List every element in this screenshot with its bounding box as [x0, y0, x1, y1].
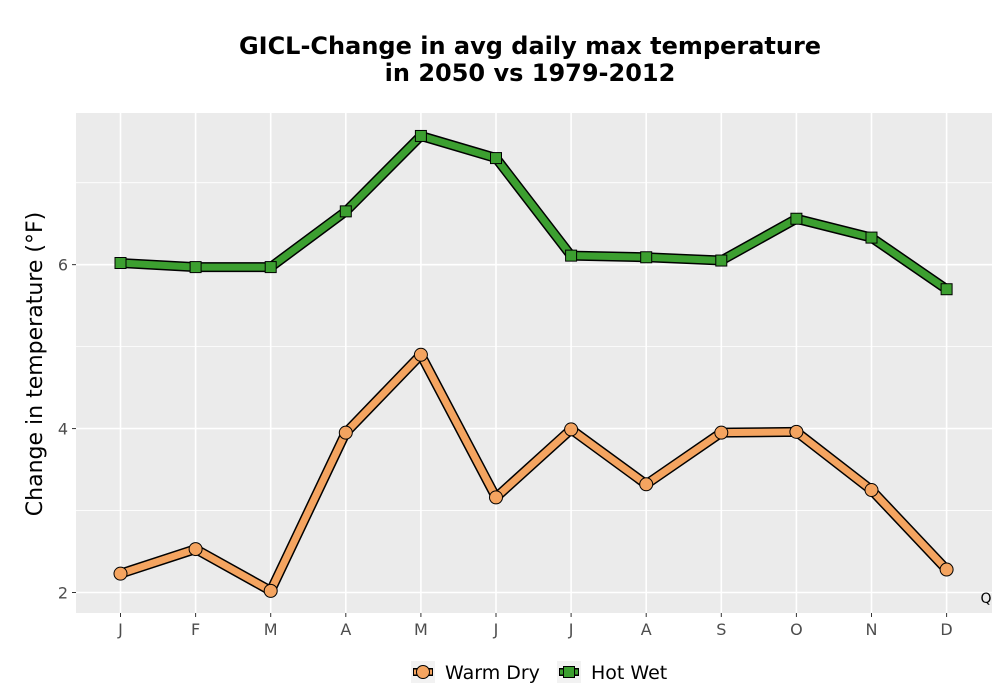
- data-point: [714, 425, 729, 440]
- y-axis-ticks: 2 4 6: [58, 256, 76, 603]
- data-point: [263, 583, 278, 598]
- data-point: [188, 542, 203, 557]
- data-point: [790, 212, 803, 225]
- data-point: [189, 261, 202, 274]
- x-tick-label: J: [493, 620, 499, 639]
- x-tick-label: S: [716, 620, 726, 639]
- data-point: [114, 257, 127, 269]
- data-point: [413, 347, 428, 362]
- legend-label: Warm Dry: [445, 662, 540, 684]
- data-point: [339, 205, 352, 218]
- x-tick-label: D: [940, 620, 952, 639]
- x-tick-label: A: [641, 620, 652, 639]
- series-line: [117, 132, 951, 293]
- y-axis-label: Change in temperature (°F): [23, 212, 48, 516]
- series-warm-dry: [113, 347, 954, 598]
- data-point: [639, 477, 654, 492]
- series-hot-wet: [114, 129, 953, 296]
- data-point: [940, 283, 953, 296]
- x-tick-label: F: [191, 620, 200, 639]
- legend-key-marker: [416, 665, 430, 679]
- x-tick-label: M: [414, 620, 428, 639]
- x-tick-label: A: [340, 620, 351, 639]
- data-point: [565, 249, 578, 262]
- legend-item-warm-dry: Warm Dry: [411, 661, 540, 684]
- legend-item-hot-wet: Hot Wet: [557, 661, 667, 684]
- data-point: [490, 152, 502, 165]
- x-tick-label: M: [264, 620, 278, 639]
- x-tick-label: N: [866, 620, 878, 639]
- chart-title-line-1: GICL-Change in avg daily max temperature: [239, 32, 821, 60]
- x-tick-label: O: [790, 620, 803, 639]
- data-point: [939, 562, 954, 577]
- legend-label: Hot Wet: [591, 662, 667, 684]
- data-point: [864, 483, 879, 498]
- data-point: [789, 424, 804, 439]
- chart-title-line-2: in 2050 vs 1979-2012: [385, 59, 676, 87]
- y-tick-label: 6: [58, 256, 68, 275]
- data-point: [414, 129, 427, 142]
- x-tick-label: J: [568, 620, 574, 639]
- legend-key-marker: [563, 666, 575, 678]
- data-point: [564, 422, 579, 437]
- plot-panel: [76, 113, 992, 613]
- data-point: [640, 251, 653, 264]
- y-tick-label: 4: [58, 420, 68, 439]
- data-point: [489, 490, 503, 505]
- data-point: [264, 261, 277, 274]
- series-line: [117, 351, 951, 595]
- data-point: [865, 231, 878, 244]
- data-point: [338, 425, 353, 440]
- series-layer: [113, 129, 954, 598]
- x-tick-label: J: [117, 620, 123, 639]
- data-point: [113, 566, 128, 581]
- corner-label: Q: [980, 591, 991, 607]
- legend: Warm Dry Hot Wet: [411, 661, 667, 684]
- y-tick-label: 2: [58, 584, 68, 603]
- data-point: [715, 254, 728, 267]
